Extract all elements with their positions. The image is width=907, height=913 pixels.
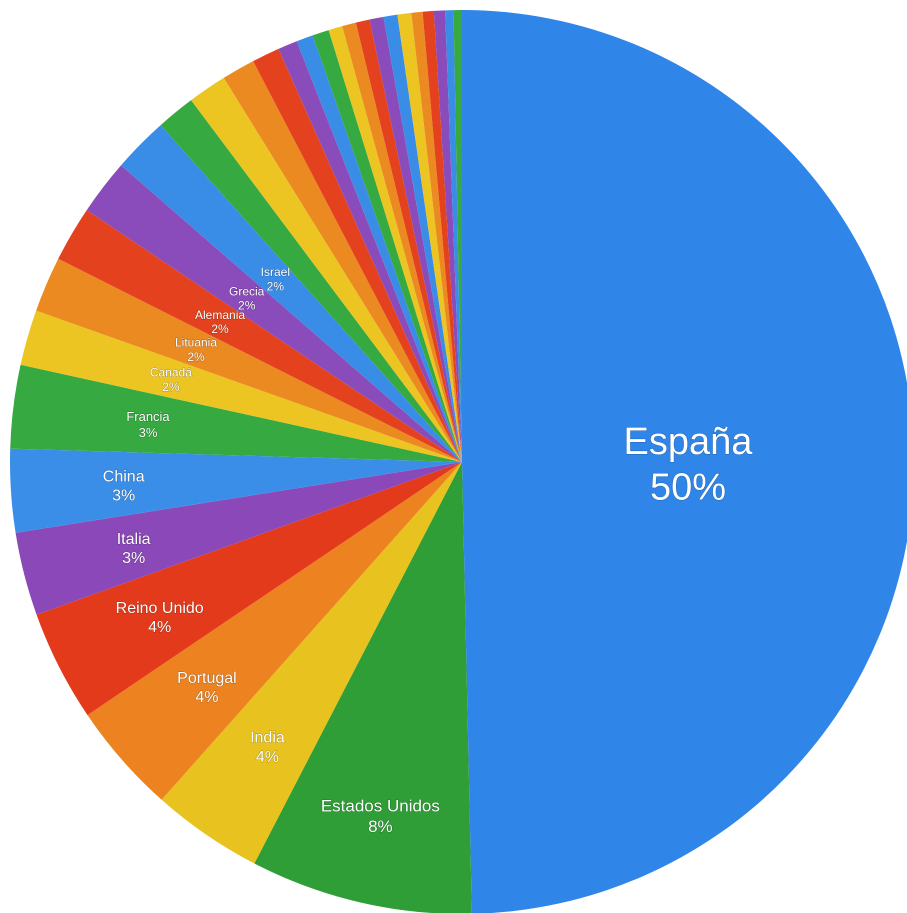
- slice-label-8: Canadá 2%: [150, 366, 192, 394]
- slice-label-percent: 8%: [368, 817, 393, 836]
- slice-label-percent: 4%: [195, 689, 218, 706]
- slice-label-name: España: [624, 421, 754, 463]
- slice-label-percent: 3%: [122, 550, 145, 567]
- slice-label-percent: 4%: [148, 619, 171, 636]
- slice-label-name: Reino Unido: [116, 600, 204, 617]
- slice-label-percent: 3%: [112, 487, 135, 504]
- slice-label-9: Lituania 2%: [175, 335, 217, 363]
- pie-slice-28: [433, 10, 462, 462]
- pie-slice-india: [161, 462, 462, 864]
- pie-slice-italia: [15, 462, 462, 615]
- pie-slice-17: [278, 41, 462, 462]
- slice-label-name: Lituania: [175, 335, 217, 349]
- slice-label-name: Alemania: [195, 308, 245, 322]
- slice-label-name: China: [103, 468, 145, 485]
- pie-slices: [9, 10, 907, 913]
- slice-label-name: Francia: [126, 409, 170, 424]
- pie-slice-grecia: [86, 165, 462, 462]
- slice-label-percent: 2%: [211, 322, 229, 336]
- pie-slice-13: [160, 100, 463, 463]
- pie-slice-26: [411, 11, 462, 462]
- pie-slice-18: [296, 35, 462, 462]
- slice-label-percent: 2%: [238, 299, 256, 313]
- slice-label-4: Reino Unido 4%: [116, 600, 204, 636]
- slice-label-5: Italia 3%: [117, 531, 151, 567]
- pie-slice-españa: [462, 10, 907, 913]
- slice-label-1: Estados Unidos 8%: [321, 797, 440, 836]
- pie-slice-china: [9, 448, 462, 533]
- slice-label-name: Italia: [117, 531, 151, 548]
- pie-slice-14: [191, 77, 463, 462]
- slice-label-6: China 3%: [103, 468, 145, 504]
- slice-label-percent: 3%: [139, 425, 158, 440]
- pie-slice-24: [383, 14, 462, 463]
- pie-slice-29: [445, 10, 462, 462]
- slice-label-11: Grecia 2%: [229, 284, 265, 312]
- slice-label-3: Portugal 4%: [177, 670, 237, 706]
- slice-label-percent: 2%: [267, 280, 285, 294]
- pie-slice-21: [342, 22, 462, 463]
- slice-label-percent: 4%: [256, 749, 279, 766]
- slice-label-name: Estados Unidos: [321, 797, 440, 816]
- slice-label-0: España 50%: [624, 421, 754, 509]
- pie-slice-estados-unidos: [254, 462, 472, 913]
- slice-label-name: Grecia: [229, 284, 265, 298]
- slice-label-name: Canadá: [150, 366, 192, 380]
- pie-slice-20: [328, 26, 462, 463]
- pie-slice-30: [453, 10, 462, 462]
- slice-label-name: Portugal: [177, 670, 237, 687]
- pie-slice-alemania: [58, 210, 463, 462]
- slice-label-percent: 50%: [650, 466, 726, 508]
- slice-label-name: Israel: [261, 265, 290, 279]
- pie-slice-15: [223, 61, 462, 463]
- slice-label-percent: 2%: [162, 380, 180, 394]
- pie-slice-22: [355, 19, 462, 462]
- pie-slice-25: [397, 12, 462, 463]
- slice-label-10: Alemania 2%: [195, 308, 245, 336]
- pie-slice-francia: [10, 364, 463, 462]
- pie-slice-reino-unido: [36, 462, 462, 716]
- slice-label-name: India: [250, 730, 285, 747]
- slice-label-percent: 2%: [187, 350, 205, 364]
- pie-slice-lituania: [36, 258, 463, 462]
- pie-slice-canadá: [20, 310, 463, 462]
- pie-slice-19: [312, 30, 462, 462]
- pie-slice-27: [422, 10, 462, 462]
- pie-slice-israel: [120, 125, 463, 462]
- slice-label-7: Francia 3%: [126, 409, 170, 440]
- slice-label-2: India 4%: [250, 730, 285, 766]
- pie-slice-23: [369, 16, 462, 463]
- pie-labels: España 50%Estados Unidos 8%India 4%Portugal…: [102, 265, 754, 837]
- pie-slice-portugal: [87, 462, 463, 800]
- pie-slice-16: [253, 48, 462, 462]
- slice-label-12: Israel 2%: [261, 265, 290, 293]
